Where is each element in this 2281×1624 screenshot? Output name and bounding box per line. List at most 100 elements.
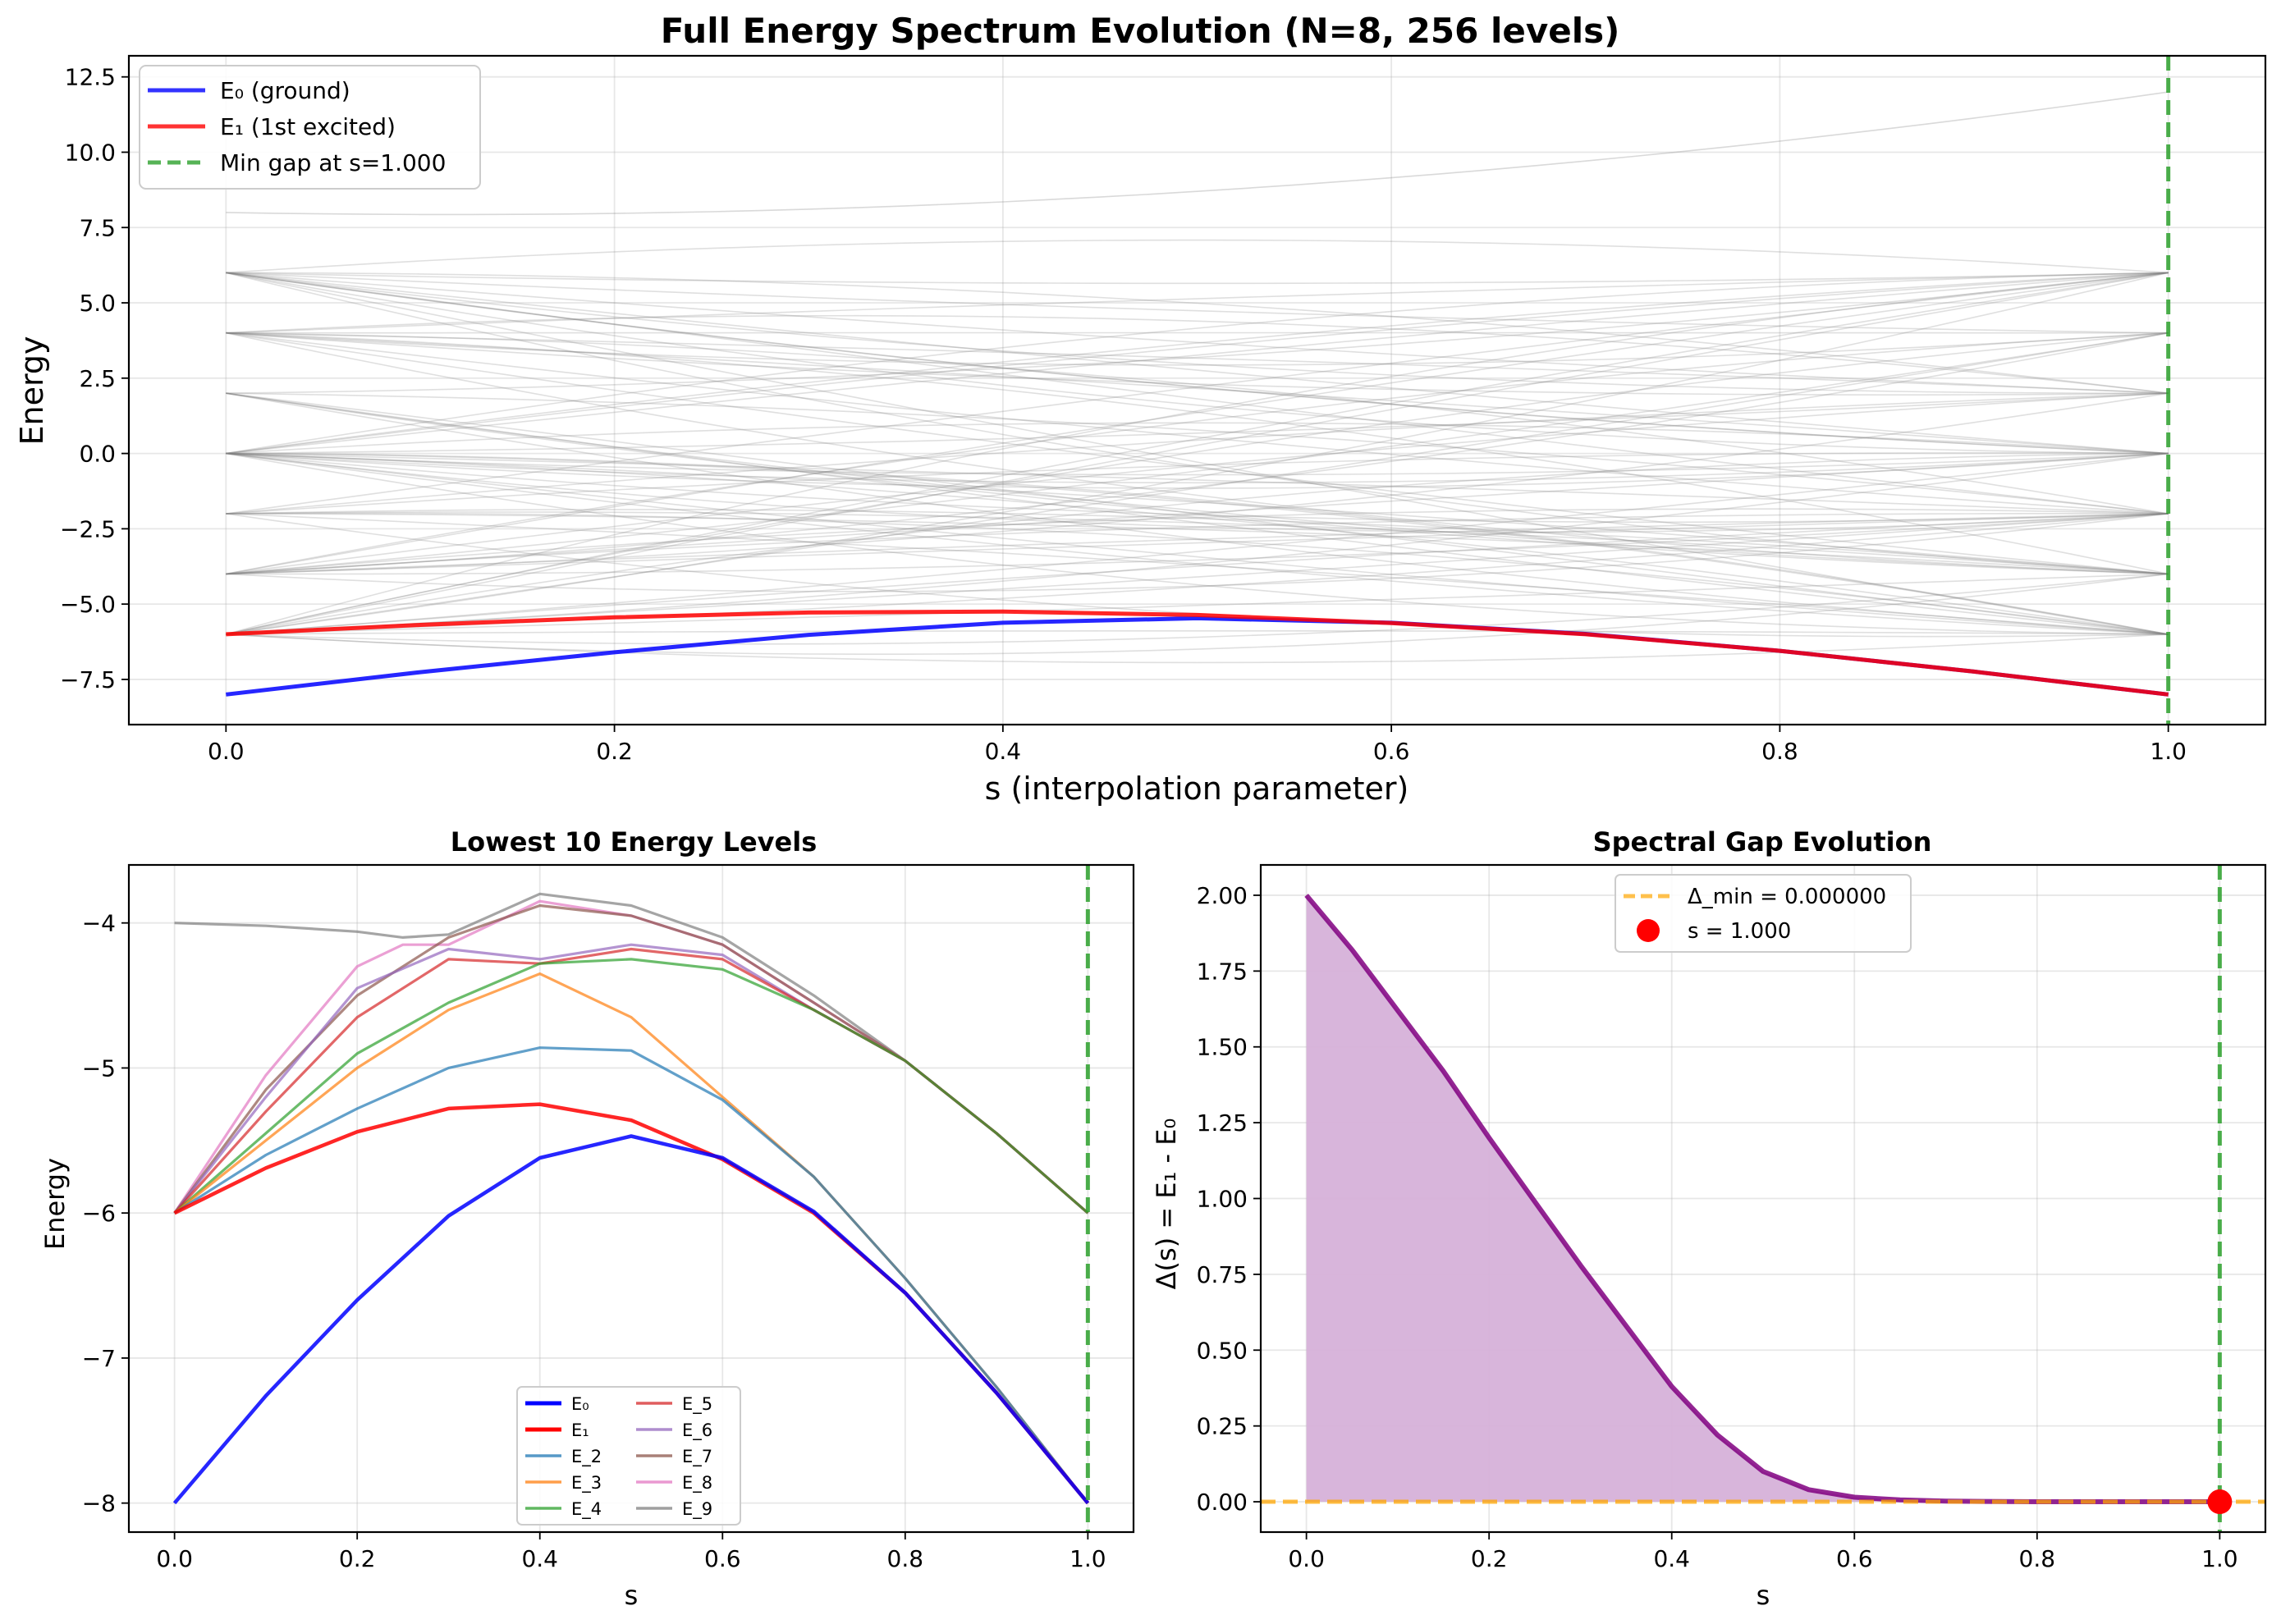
legend-swatch-s-marker: [1637, 919, 1660, 942]
background-level-line: [226, 392, 2169, 515]
background-level-line: [226, 272, 2169, 334]
lowest-levels-ytick-label: −4: [82, 910, 116, 937]
background-level-line: [226, 332, 2169, 396]
gap-xtick-label: 0.4: [1653, 1545, 1690, 1572]
lowest-levels-ytick-label: −5: [82, 1054, 116, 1082]
gap-ytick-label: 1.75: [1197, 958, 1248, 985]
lowest-levels-legend: E₀ E₁ E_2 E_3 E_4 E_5 E_6 E_7 E_8 E_9: [516, 1386, 741, 1526]
spectrum-ylabel: Energy: [14, 336, 50, 445]
lowest-levels-series-line-2: [173, 1046, 1089, 1504]
spectrum-xtick-label: 0.2: [596, 738, 633, 765]
background-level-line: [226, 513, 2169, 635]
spectrum-xtick-label: 1.0: [2150, 738, 2187, 765]
legend-label-8: E_8: [682, 1473, 712, 1494]
background-level-line: [226, 272, 2169, 394]
gap-xtick-label: 1.0: [2201, 1545, 2238, 1572]
spectrum-background-levels: [226, 91, 2169, 664]
legend-label-6: E_6: [682, 1420, 712, 1441]
background-level-line: [226, 452, 2169, 575]
lowest-levels-ytick-label: −6: [82, 1200, 116, 1227]
background-level-line: [226, 314, 2169, 394]
background-level-line: [226, 452, 2169, 533]
gap-min-gap-marker: [2207, 1489, 2233, 1515]
background-level-line: [226, 452, 2169, 515]
legend-label-e0: E₀ (ground): [220, 77, 350, 104]
spectrum-series-line-1: [226, 609, 2169, 697]
lowest-levels-xtick-label: 0.8: [887, 1545, 924, 1572]
background-level-line: [226, 272, 2169, 334]
lowest-levels-series-line-4: [173, 958, 1089, 1215]
background-level-line: [226, 272, 2169, 455]
background-level-line: [226, 332, 2169, 635]
spectrum-ticks: 0.0 0.2 0.4 0.6 0.8 1.0 −7.5 −5.0 −2.5 0.0 2.5 5.0 7…: [60, 64, 2187, 765]
background-level-line: [226, 272, 2169, 575]
lowest-levels-xtick-label: 0.0: [156, 1545, 193, 1572]
spectrum-axes-frame: [127, 54, 2267, 726]
lowest-levels-title: Lowest 10 Energy Levels: [451, 826, 818, 858]
background-level-line: [226, 452, 2169, 484]
spectrum-title: Full Energy Spectrum Evolution (N=8, 256…: [661, 11, 1620, 51]
gap-overlays: [1261, 865, 2265, 1532]
gap-ytick-label: 0.75: [1197, 1261, 1248, 1288]
lowest-levels-axes-frame: [127, 863, 1135, 1534]
background-level-line: [226, 272, 2169, 455]
spectrum-ytick-label: 5.0: [79, 290, 116, 317]
spectrum-ytick-label: 10.0: [65, 139, 116, 166]
spectrum-grid: [129, 56, 2265, 725]
background-level-line: [226, 452, 2169, 489]
background-level-line: [226, 513, 2169, 575]
legend-label-2: E_2: [571, 1447, 602, 1467]
lowest-levels-xtick-label: 1.0: [1070, 1545, 1106, 1572]
background-level-line: [226, 452, 2169, 635]
gap-legend: Δ_min = 0.000000 s = 1.000: [1615, 874, 1912, 953]
background-level-line: [226, 452, 2169, 476]
legend-label-min-gap: Min gap at s=1.000: [220, 149, 446, 176]
spectrum-xtick-label: 0.6: [1373, 738, 1410, 765]
background-level-line: [226, 513, 2169, 575]
legend-label-9: E_9: [682, 1499, 712, 1520]
spectrum-xtick-label: 0.4: [985, 738, 1022, 765]
background-level-line: [226, 392, 2169, 635]
background-level-line: [226, 452, 2169, 635]
background-level-line: [226, 630, 2169, 635]
background-level-line: [226, 452, 2169, 635]
background-level-line: [226, 272, 2169, 575]
background-level-line: [226, 239, 2169, 274]
lowest-levels-series: [172, 892, 1090, 1505]
gap-xlabel: s: [1757, 1580, 1770, 1611]
legend-label-7: E_7: [682, 1447, 712, 1467]
background-level-line: [226, 392, 2169, 575]
spectrum-ytick-label: −2.5: [60, 515, 116, 542]
background-level-line: [226, 512, 2169, 635]
background-level-line: [226, 272, 2169, 455]
spectrum-xlabel: s (interpolation parameter): [985, 771, 1409, 807]
background-level-line: [226, 332, 2169, 575]
gap-title: Spectral Gap Evolution: [1593, 826, 1932, 858]
background-level-line: [226, 573, 2169, 655]
spectrum-ytick-label: 7.5: [79, 214, 116, 241]
background-level-line: [226, 452, 2169, 524]
lowest-levels-ylabel: Energy: [39, 1158, 71, 1250]
background-level-line: [226, 513, 2169, 575]
background-level-line: [226, 272, 2169, 285]
lowest-levels-xtick-label: 0.6: [704, 1545, 741, 1572]
spectrum-series: [226, 609, 2169, 697]
background-level-line: [226, 452, 2169, 635]
gap-ytick-label: 0.50: [1197, 1337, 1248, 1364]
background-level-line: [226, 513, 2169, 635]
lowest-levels-ticks: 0.0 0.2 0.4 0.6 0.8 1.0 −8 −7 −6 −5 −4: [82, 910, 1106, 1572]
background-level-line: [226, 452, 2169, 635]
background-level-line: [226, 272, 2169, 455]
background-level-line: [226, 513, 2169, 635]
background-level-line: [226, 508, 2169, 575]
legend-label-5: E_5: [682, 1394, 712, 1415]
background-level-line: [226, 272, 2169, 635]
gap-axes-frame: [1259, 863, 2267, 1534]
background-level-line: [226, 272, 2169, 635]
background-level-line: [226, 272, 2169, 515]
background-level-line: [226, 272, 2169, 635]
gap-xtick-label: 0.2: [1471, 1545, 1508, 1572]
background-level-line: [226, 513, 2169, 592]
background-level-line: [226, 332, 2169, 366]
